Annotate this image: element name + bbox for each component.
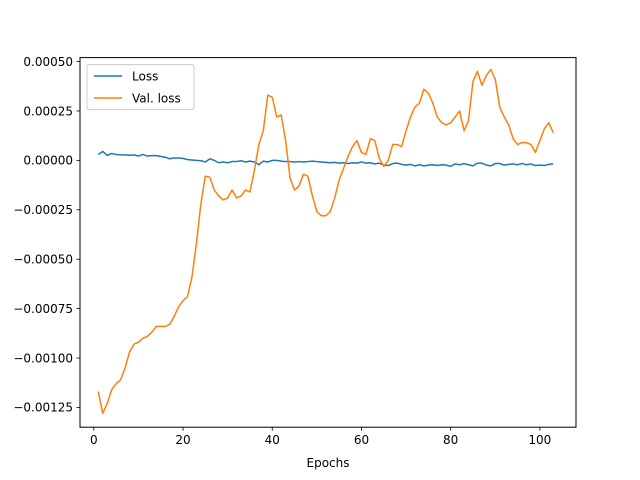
x-tick-label: 80 bbox=[443, 433, 458, 447]
plot-lines bbox=[97, 68, 554, 415]
plot-area-frame bbox=[79, 57, 577, 428]
y-tick-label: −0.00125 bbox=[13, 401, 73, 415]
x-axis-ticks: 0 20 40 60 80 100 bbox=[90, 427, 551, 447]
y-tick-label: −0.00025 bbox=[13, 203, 73, 217]
y-tick-label: 0.00025 bbox=[23, 104, 73, 118]
x-tick-label: 20 bbox=[175, 433, 190, 447]
x-tick-label: 60 bbox=[354, 433, 369, 447]
y-axis-ticks: −0.00125 −0.00100 −0.00075 −0.00050 −0.00025… bbox=[13, 55, 80, 415]
x-tick-label: 100 bbox=[528, 433, 551, 447]
legend-label-val-loss: Val. loss bbox=[132, 92, 181, 106]
legend-label-loss: Loss bbox=[132, 70, 158, 84]
y-tick-label: 0.00050 bbox=[23, 55, 73, 69]
y-tick-label: −0.00050 bbox=[13, 253, 73, 267]
legend: Loss Val. loss bbox=[86, 64, 195, 111]
y-tick-label: 0.00000 bbox=[23, 154, 73, 168]
x-tick-label: 40 bbox=[265, 433, 280, 447]
y-tick-label: −0.00075 bbox=[13, 302, 73, 316]
x-axis-label: Epochs bbox=[307, 456, 350, 470]
series-line-val-loss bbox=[97, 68, 554, 415]
series-line-loss bbox=[97, 150, 554, 168]
x-tick-label: 0 bbox=[90, 433, 98, 447]
y-tick-label: −0.00100 bbox=[13, 351, 73, 365]
